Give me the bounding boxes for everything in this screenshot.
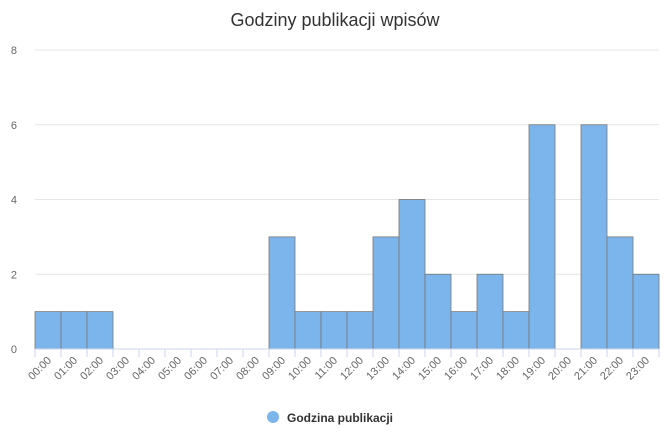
bar xyxy=(320,311,348,350)
bar xyxy=(424,273,452,350)
x-tick-label: 06:00 xyxy=(182,355,210,383)
bar xyxy=(346,311,374,350)
y-tick-label: 2 xyxy=(11,269,17,281)
chart-title: Godziny publikacji wpisów xyxy=(230,10,440,30)
x-tick-label: 17:00 xyxy=(468,355,496,383)
bar xyxy=(632,273,660,350)
x-tick-label: 08:00 xyxy=(234,355,262,383)
x-tick-label: 05:00 xyxy=(156,355,184,383)
x-tick-label: 20:00 xyxy=(546,355,574,383)
x-tick-label: 11:00 xyxy=(313,355,340,382)
x-tick-label: 09:00 xyxy=(260,355,288,383)
x-tick-label: 10:00 xyxy=(286,355,314,383)
x-tick-label: 16:00 xyxy=(442,355,470,383)
x-tick-label: 23:00 xyxy=(624,355,652,383)
bar xyxy=(268,236,296,350)
x-tick-label: 22:00 xyxy=(598,355,626,383)
x-tick-label: 03:00 xyxy=(104,355,132,383)
bar xyxy=(450,311,478,350)
legend-label: Godzina publikacji xyxy=(287,411,393,425)
bar xyxy=(606,236,634,350)
bar xyxy=(580,124,608,350)
bar xyxy=(294,311,322,350)
y-tick-label: 8 xyxy=(11,45,17,57)
bar xyxy=(476,273,504,350)
x-tick-label: 21:00 xyxy=(572,355,600,383)
y-tick-label: 4 xyxy=(11,195,17,207)
x-tick-label: 18:00 xyxy=(494,355,522,383)
y-tick-label: 0 xyxy=(11,344,17,356)
bar xyxy=(34,311,62,350)
x-tick-label: 19:00 xyxy=(520,355,548,383)
y-tick-label: 6 xyxy=(11,120,17,132)
bar xyxy=(372,236,400,350)
x-tick-label: 12:00 xyxy=(338,355,366,383)
x-tick-label: 15:00 xyxy=(416,355,444,383)
x-tick-label: 00:00 xyxy=(26,355,54,383)
legend-marker xyxy=(267,411,279,423)
x-tick-label: 14:00 xyxy=(390,355,418,383)
x-tick-label: 01:00 xyxy=(52,355,80,383)
bar xyxy=(398,199,426,350)
bar xyxy=(528,124,556,350)
bar xyxy=(60,311,88,350)
x-tick-label: 07:00 xyxy=(208,355,236,383)
x-tick-label: 02:00 xyxy=(78,355,106,383)
bar xyxy=(502,311,530,350)
bar xyxy=(86,311,114,350)
x-tick-label: 13:00 xyxy=(364,355,392,383)
x-tick-label: 04:00 xyxy=(130,355,158,383)
